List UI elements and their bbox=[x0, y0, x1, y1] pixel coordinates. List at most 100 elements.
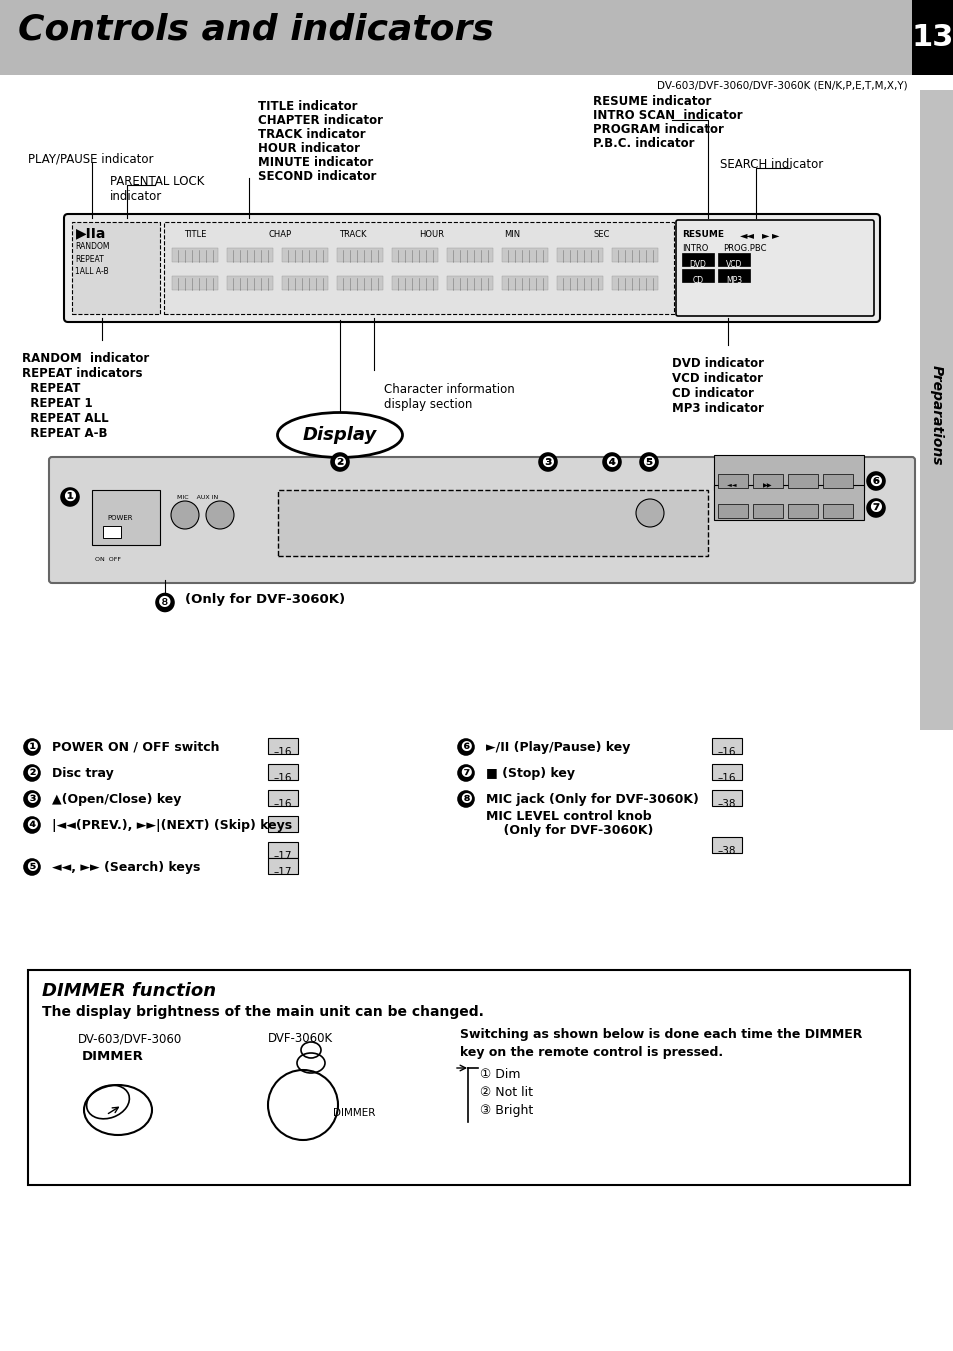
Text: ◄◄: ◄◄ bbox=[726, 484, 738, 488]
Text: MP3: MP3 bbox=[725, 276, 741, 285]
Text: RESUME: RESUME bbox=[681, 230, 723, 239]
Text: ▲(Open/Close) key: ▲(Open/Close) key bbox=[52, 793, 181, 807]
Text: ▶IIa: ▶IIa bbox=[76, 226, 107, 240]
FancyBboxPatch shape bbox=[711, 738, 741, 754]
Text: MIC jack (Only for DVF-3060K): MIC jack (Only for DVF-3060K) bbox=[485, 793, 699, 807]
Text: TRACK indicator: TRACK indicator bbox=[257, 128, 365, 141]
Text: CD: CD bbox=[692, 276, 702, 285]
Text: REPEAT: REPEAT bbox=[22, 382, 80, 394]
Circle shape bbox=[171, 501, 199, 530]
FancyBboxPatch shape bbox=[392, 276, 437, 290]
FancyBboxPatch shape bbox=[227, 276, 273, 290]
Text: TRACK: TRACK bbox=[338, 230, 366, 239]
FancyBboxPatch shape bbox=[268, 738, 297, 754]
FancyBboxPatch shape bbox=[501, 276, 547, 290]
Text: Controls and indicators: Controls and indicators bbox=[18, 12, 494, 46]
Text: ❹: ❹ bbox=[605, 454, 618, 470]
FancyBboxPatch shape bbox=[103, 526, 121, 538]
Text: MIC LEVEL control knob: MIC LEVEL control knob bbox=[485, 811, 651, 823]
Text: ►: ► bbox=[761, 230, 769, 240]
Text: ① Dim: ① Dim bbox=[479, 1069, 520, 1081]
Text: ◄◄, ►► (Search) keys: ◄◄, ►► (Search) keys bbox=[52, 861, 200, 874]
Text: ❸: ❸ bbox=[541, 454, 554, 470]
Text: ■ (Stop) key: ■ (Stop) key bbox=[485, 767, 575, 780]
FancyBboxPatch shape bbox=[336, 276, 382, 290]
FancyBboxPatch shape bbox=[681, 253, 713, 266]
FancyBboxPatch shape bbox=[501, 249, 547, 262]
FancyBboxPatch shape bbox=[71, 222, 160, 313]
Text: ►/II (Play/Pause) key: ►/II (Play/Pause) key bbox=[485, 740, 630, 754]
Text: SEARCH indicator: SEARCH indicator bbox=[720, 158, 822, 172]
FancyBboxPatch shape bbox=[919, 91, 953, 730]
FancyBboxPatch shape bbox=[268, 765, 297, 780]
Text: TITLE: TITLE bbox=[184, 230, 206, 239]
FancyBboxPatch shape bbox=[227, 249, 273, 262]
Text: DV-603/DVF-3060/DVF-3060K (EN/K,P,E,T,M,X,Y): DV-603/DVF-3060/DVF-3060K (EN/K,P,E,T,M,… bbox=[657, 80, 907, 91]
FancyBboxPatch shape bbox=[268, 842, 297, 858]
Text: (Only for DVF-3060K): (Only for DVF-3060K) bbox=[185, 593, 345, 607]
Text: MINUTE indicator: MINUTE indicator bbox=[257, 155, 373, 169]
Text: CD indicator: CD indicator bbox=[671, 386, 753, 400]
Text: DVD: DVD bbox=[689, 259, 706, 269]
Text: ❼: ❼ bbox=[868, 500, 882, 516]
FancyBboxPatch shape bbox=[681, 269, 713, 282]
Text: ❽: ❽ bbox=[158, 594, 172, 611]
Text: SECOND indicator: SECOND indicator bbox=[257, 170, 376, 182]
Text: ▶▶: ▶▶ bbox=[762, 484, 772, 488]
Text: 13: 13 bbox=[911, 23, 953, 51]
FancyBboxPatch shape bbox=[172, 249, 218, 262]
Circle shape bbox=[636, 499, 663, 527]
FancyBboxPatch shape bbox=[447, 249, 493, 262]
Text: ③ Bright: ③ Bright bbox=[479, 1104, 533, 1117]
Text: REPEAT indicators: REPEAT indicators bbox=[22, 367, 142, 380]
FancyBboxPatch shape bbox=[268, 816, 297, 832]
Text: MIN: MIN bbox=[503, 230, 519, 239]
FancyBboxPatch shape bbox=[0, 0, 953, 76]
Text: –16: –16 bbox=[717, 773, 736, 784]
Text: CHAPTER indicator: CHAPTER indicator bbox=[257, 113, 382, 127]
Text: –16: –16 bbox=[717, 747, 736, 757]
Text: –38: –38 bbox=[717, 846, 736, 857]
Text: ❶: ❶ bbox=[26, 740, 38, 754]
FancyBboxPatch shape bbox=[282, 249, 328, 262]
FancyBboxPatch shape bbox=[911, 0, 953, 76]
Text: DV-603/DVF-3060: DV-603/DVF-3060 bbox=[78, 1032, 182, 1046]
Text: ❹: ❹ bbox=[26, 817, 38, 832]
Text: POWER: POWER bbox=[107, 515, 132, 521]
Text: Preparations: Preparations bbox=[929, 365, 943, 465]
Text: HOUR indicator: HOUR indicator bbox=[257, 142, 359, 155]
FancyBboxPatch shape bbox=[91, 490, 160, 544]
FancyBboxPatch shape bbox=[392, 249, 437, 262]
FancyBboxPatch shape bbox=[713, 485, 863, 520]
Text: ON  OFF: ON OFF bbox=[95, 557, 121, 562]
FancyBboxPatch shape bbox=[172, 276, 218, 290]
Text: POWER ON / OFF switch: POWER ON / OFF switch bbox=[52, 740, 219, 754]
Text: PLAY/PAUSE indicator: PLAY/PAUSE indicator bbox=[28, 153, 153, 166]
FancyBboxPatch shape bbox=[718, 269, 749, 282]
Text: –38: –38 bbox=[717, 798, 736, 809]
Text: Disc tray: Disc tray bbox=[52, 767, 113, 780]
FancyBboxPatch shape bbox=[282, 276, 328, 290]
Text: INTRO SCAN  indicator: INTRO SCAN indicator bbox=[593, 109, 741, 122]
FancyBboxPatch shape bbox=[711, 765, 741, 780]
Text: –16: –16 bbox=[274, 773, 292, 784]
FancyBboxPatch shape bbox=[268, 858, 297, 874]
Text: Switching as shown below is done each time the DIMMER
key on the remote control : Switching as shown below is done each ti… bbox=[459, 1028, 862, 1059]
FancyBboxPatch shape bbox=[713, 455, 863, 490]
Text: ❺: ❺ bbox=[26, 861, 38, 874]
Text: ►: ► bbox=[771, 230, 779, 240]
Text: –17: –17 bbox=[274, 867, 292, 877]
FancyBboxPatch shape bbox=[711, 838, 741, 852]
FancyBboxPatch shape bbox=[752, 474, 782, 488]
FancyBboxPatch shape bbox=[447, 276, 493, 290]
Text: DIMMER: DIMMER bbox=[82, 1050, 144, 1063]
FancyBboxPatch shape bbox=[28, 970, 909, 1185]
Text: The display brightness of the main unit can be changed.: The display brightness of the main unit … bbox=[42, 1005, 483, 1019]
Text: Character information
display section: Character information display section bbox=[384, 382, 515, 411]
Text: MIC    AUX IN: MIC AUX IN bbox=[177, 494, 218, 500]
Text: REPEAT 1: REPEAT 1 bbox=[22, 397, 92, 409]
FancyBboxPatch shape bbox=[676, 220, 873, 316]
Text: ❽: ❽ bbox=[459, 792, 472, 807]
Text: ❷: ❷ bbox=[26, 766, 38, 780]
Ellipse shape bbox=[277, 412, 402, 458]
